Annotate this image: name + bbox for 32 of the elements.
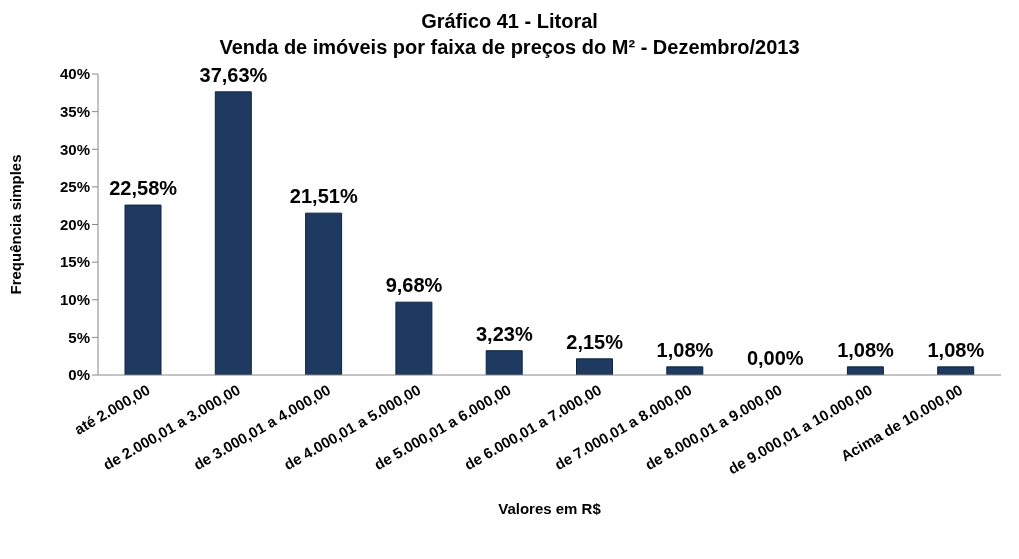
- data-label: 0,00%: [746, 347, 804, 369]
- data-label: 22,58%: [109, 177, 178, 200]
- bar: [395, 301, 433, 375]
- x-axis-title: Valores em R$: [497, 500, 602, 517]
- bar: [214, 91, 252, 375]
- data-label: 9,68%: [385, 274, 443, 297]
- y-tick-label: 15%: [59, 253, 90, 271]
- y-tick-label: 20%: [59, 215, 90, 233]
- data-label: 21,51%: [289, 185, 358, 208]
- y-tick-label: 0%: [68, 366, 90, 384]
- bar: [124, 204, 162, 375]
- bar: [937, 366, 975, 375]
- chart-title: Gráfico 41 - Litoral: [420, 9, 599, 34]
- data-label: 2,15%: [566, 330, 624, 353]
- data-label: 3,23%: [475, 322, 533, 345]
- data-label: 1,08%: [837, 338, 895, 361]
- data-label: 37,63%: [199, 63, 268, 86]
- y-tick-label: 10%: [59, 291, 90, 309]
- bar: [666, 366, 704, 375]
- y-tick-label: 5%: [68, 328, 90, 346]
- y-tick-label: 30%: [59, 140, 90, 158]
- y-axis-title: Frequência simples: [7, 154, 25, 295]
- data-label: 1,08%: [656, 338, 714, 361]
- chart-subtitle: Venda de imóveis por faixa de preços do M² - Dezembro/2013: [218, 35, 801, 60]
- bar: [576, 358, 613, 375]
- bar: [305, 212, 343, 375]
- y-tick-label: 35%: [59, 102, 90, 120]
- bar: [846, 366, 884, 375]
- y-tick-label: 40%: [59, 65, 90, 83]
- bar: [485, 350, 523, 375]
- y-tick-label: 25%: [59, 178, 90, 196]
- data-label: 1,08%: [927, 338, 985, 361]
